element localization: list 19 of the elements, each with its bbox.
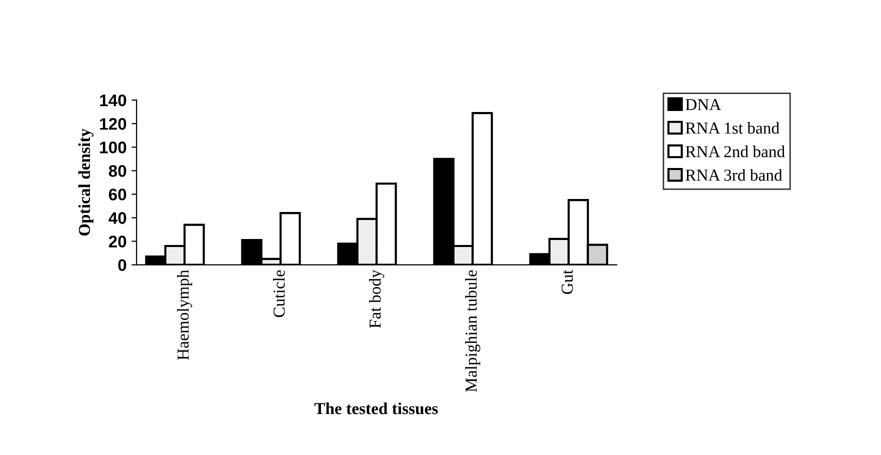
y-tick-label: 60 <box>108 188 126 200</box>
x-tick-label: Cuticle <box>273 270 285 318</box>
legend-label: RNA 3rd band <box>686 169 782 181</box>
y-tick-label: 100 <box>100 142 126 154</box>
y-axis-title: Optical density <box>78 128 94 236</box>
legend-label: DNA <box>686 99 722 110</box>
x-tick-label: Haemolymph <box>176 270 192 360</box>
x-axis-title: The tested tissues <box>314 402 438 414</box>
y-tick-label: 0 <box>118 259 126 272</box>
y-tick-label: 140 <box>100 94 126 106</box>
x-tick-label: Malpighian tubule <box>465 270 480 392</box>
legend-label: RNA 2nd band <box>686 146 785 158</box>
y-tick-label: 40 <box>108 212 126 224</box>
y-tick-label: 120 <box>100 118 126 130</box>
x-tick-label: Gut <box>562 270 573 294</box>
y-tick-label: 80 <box>108 165 126 177</box>
x-tick-label: Fat body <box>369 270 384 328</box>
legend-label: RNA 1st band <box>686 122 780 134</box>
y-tick-label: 20 <box>108 236 126 248</box>
